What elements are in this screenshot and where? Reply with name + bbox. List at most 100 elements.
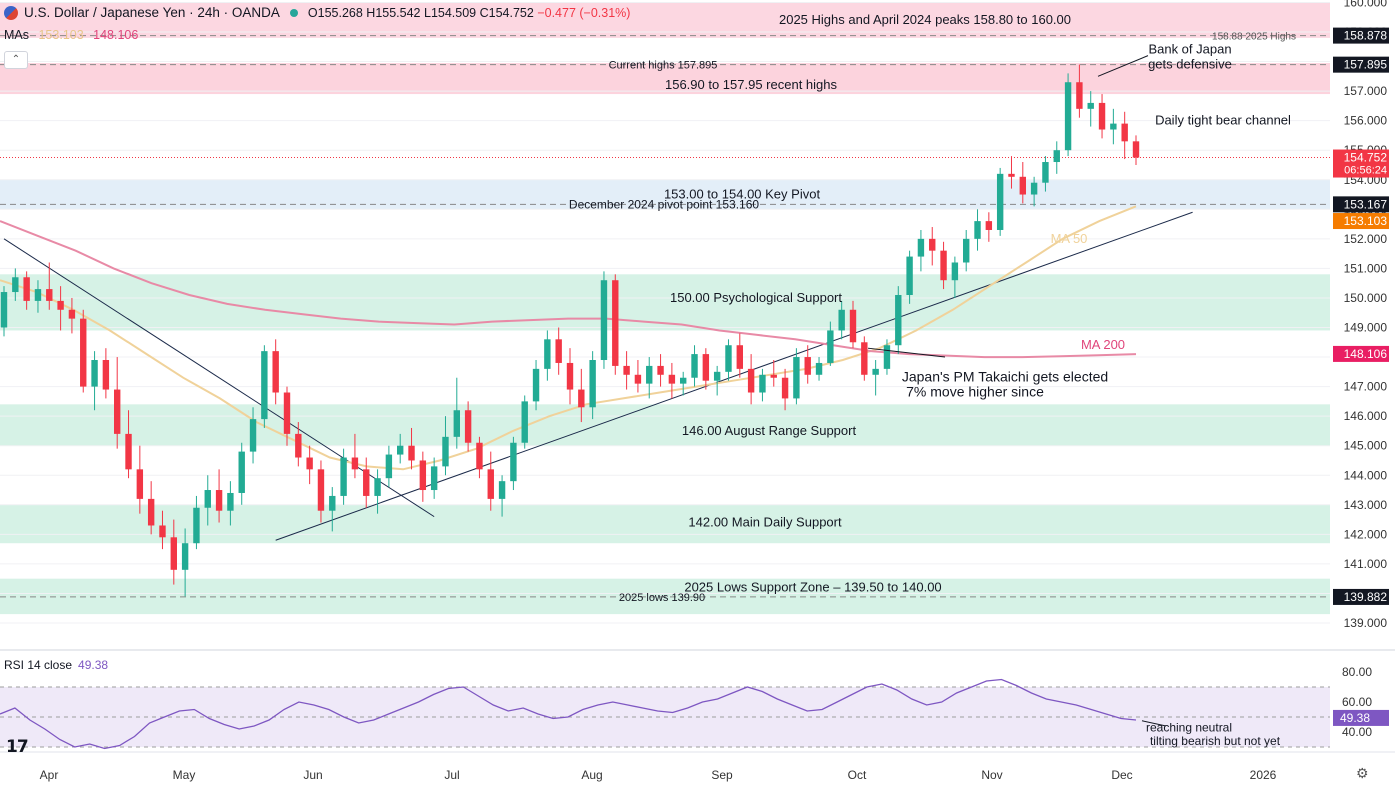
candle <box>57 300 64 310</box>
ohlc-readout: O155.268 H155.542 L154.509 C154.752 −0.4… <box>307 5 631 20</box>
downtrend-line <box>3 238 435 518</box>
y-tick: 160.000 <box>1344 0 1388 9</box>
ma-legend-label: MAs <box>4 28 29 42</box>
support-resistance-zones <box>0 2 1330 615</box>
time-axis: Apr May Jun Jul Aug Sep Oct Nov Dec 2026 <box>0 751 1395 782</box>
rsi-y-tick: 80.00 <box>1342 665 1372 679</box>
rsi-y-tick: 60.00 <box>1342 695 1372 709</box>
candle <box>929 238 936 251</box>
candle <box>125 433 132 470</box>
candle <box>985 221 993 230</box>
candle <box>147 498 155 526</box>
candle <box>895 294 902 346</box>
candle <box>1121 123 1128 142</box>
price-grid <box>0 1 1330 624</box>
candle <box>1042 162 1049 183</box>
label-142-support: 142.00 Main Daily Support <box>688 515 842 530</box>
candle <box>102 360 110 390</box>
candle <box>68 309 76 319</box>
settings-gear-icon[interactable]: ⚙ <box>1356 765 1369 781</box>
candle <box>872 368 879 375</box>
label-dec-pivot: December 2024 pivot point 153.160 <box>569 197 759 211</box>
label-2025-lows: 2025 lows 139.90 <box>619 592 705 604</box>
label-recent-highs: 156.90 to 157.95 recent highs <box>665 77 838 92</box>
x-tick: Nov <box>981 768 1002 782</box>
candle <box>1064 82 1072 151</box>
change-readout: −0.477 (−0.31%) <box>537 5 631 20</box>
candle <box>963 238 970 263</box>
ma200-value: 148.106 <box>93 28 139 42</box>
candle <box>170 537 177 570</box>
candle <box>702 354 710 381</box>
zone-142-support <box>0 504 1330 544</box>
candle <box>464 410 472 443</box>
candle <box>261 351 268 420</box>
candle <box>181 543 189 570</box>
candle <box>532 368 540 402</box>
candle <box>238 451 245 493</box>
market-status-icon <box>289 8 298 17</box>
label-current-highs: Current highs 157.895 <box>609 60 718 72</box>
x-tick: May <box>173 768 196 782</box>
symbol-title[interactable]: U.S. Dollar / Japanese Yen · 24h · OANDA <box>24 5 280 20</box>
price-tag-text: 153.167 <box>1344 197 1388 211</box>
x-tick: Aug <box>581 768 602 782</box>
candle <box>555 339 562 363</box>
candle <box>317 469 325 511</box>
label-takaichi: Japan's PM Takaichi gets elected <box>902 369 1108 385</box>
candle <box>340 457 347 496</box>
candle <box>46 289 53 301</box>
price-tag-text: 153.103 <box>1344 214 1388 228</box>
y-tick: 142.000 <box>1344 527 1388 541</box>
y-tick: 141.000 <box>1344 557 1388 571</box>
candle <box>747 368 755 393</box>
candle <box>827 330 834 363</box>
label-boj: Bank of Japan <box>1148 42 1231 57</box>
y-tick: 156.000 <box>1344 114 1388 128</box>
candle <box>1110 123 1117 130</box>
candle <box>657 365 664 375</box>
candle <box>476 442 483 470</box>
candle <box>193 507 200 544</box>
y-tick: 146.000 <box>1344 409 1388 423</box>
rsi-legend[interactable]: RSI 14 close 49.38 <box>4 658 109 672</box>
candle <box>1132 141 1140 158</box>
tradingview-logo[interactable]: 17 <box>6 737 29 757</box>
last-price-text: 154.752 <box>1344 151 1388 165</box>
candle <box>1008 173 1015 177</box>
candle <box>781 377 789 399</box>
label-2025-lows-zone: 2025 Lows Support Zone – 139.50 to 140.0… <box>684 580 941 595</box>
candle <box>227 492 234 511</box>
annotations-layer: 2025 Highs and April 2024 peaks 158.80 t… <box>569 12 1296 604</box>
candle <box>883 345 891 369</box>
y-tick: 157.000 <box>1344 84 1388 98</box>
candle <box>487 469 494 499</box>
candle <box>91 360 98 387</box>
candle <box>363 469 370 496</box>
label-146-support: 146.00 August Range Support <box>682 423 857 438</box>
candle <box>159 525 166 538</box>
takaichi-arrow <box>867 347 946 358</box>
label-ma50: MA 50 <box>1051 231 1088 246</box>
collapse-legend-button[interactable]: ⌃ <box>4 51 28 69</box>
candle <box>306 457 313 470</box>
candle <box>996 173 1004 230</box>
usd-jpy-flag-icon <box>4 5 18 20</box>
candle <box>23 277 30 301</box>
price-tag-text: 157.895 <box>1344 58 1388 72</box>
boj-arrow <box>1097 55 1149 77</box>
candle <box>600 280 608 361</box>
trendlines <box>3 211 1193 541</box>
candle <box>12 277 19 293</box>
zone-2025-lows <box>0 578 1330 615</box>
label-key-pivot: 153.00 to 154.00 Key Pivot <box>664 187 821 202</box>
candle <box>838 309 845 331</box>
candle <box>329 495 336 511</box>
ma-legend[interactable]: MAs 153.103 148.106 <box>4 28 138 42</box>
candle <box>906 256 913 295</box>
symbol-header[interactable]: U.S. Dollar / Japanese Yen · 24h · OANDA… <box>4 5 630 20</box>
candle <box>430 466 438 491</box>
rsi-arrow <box>1141 720 1167 727</box>
candle <box>1030 182 1038 195</box>
